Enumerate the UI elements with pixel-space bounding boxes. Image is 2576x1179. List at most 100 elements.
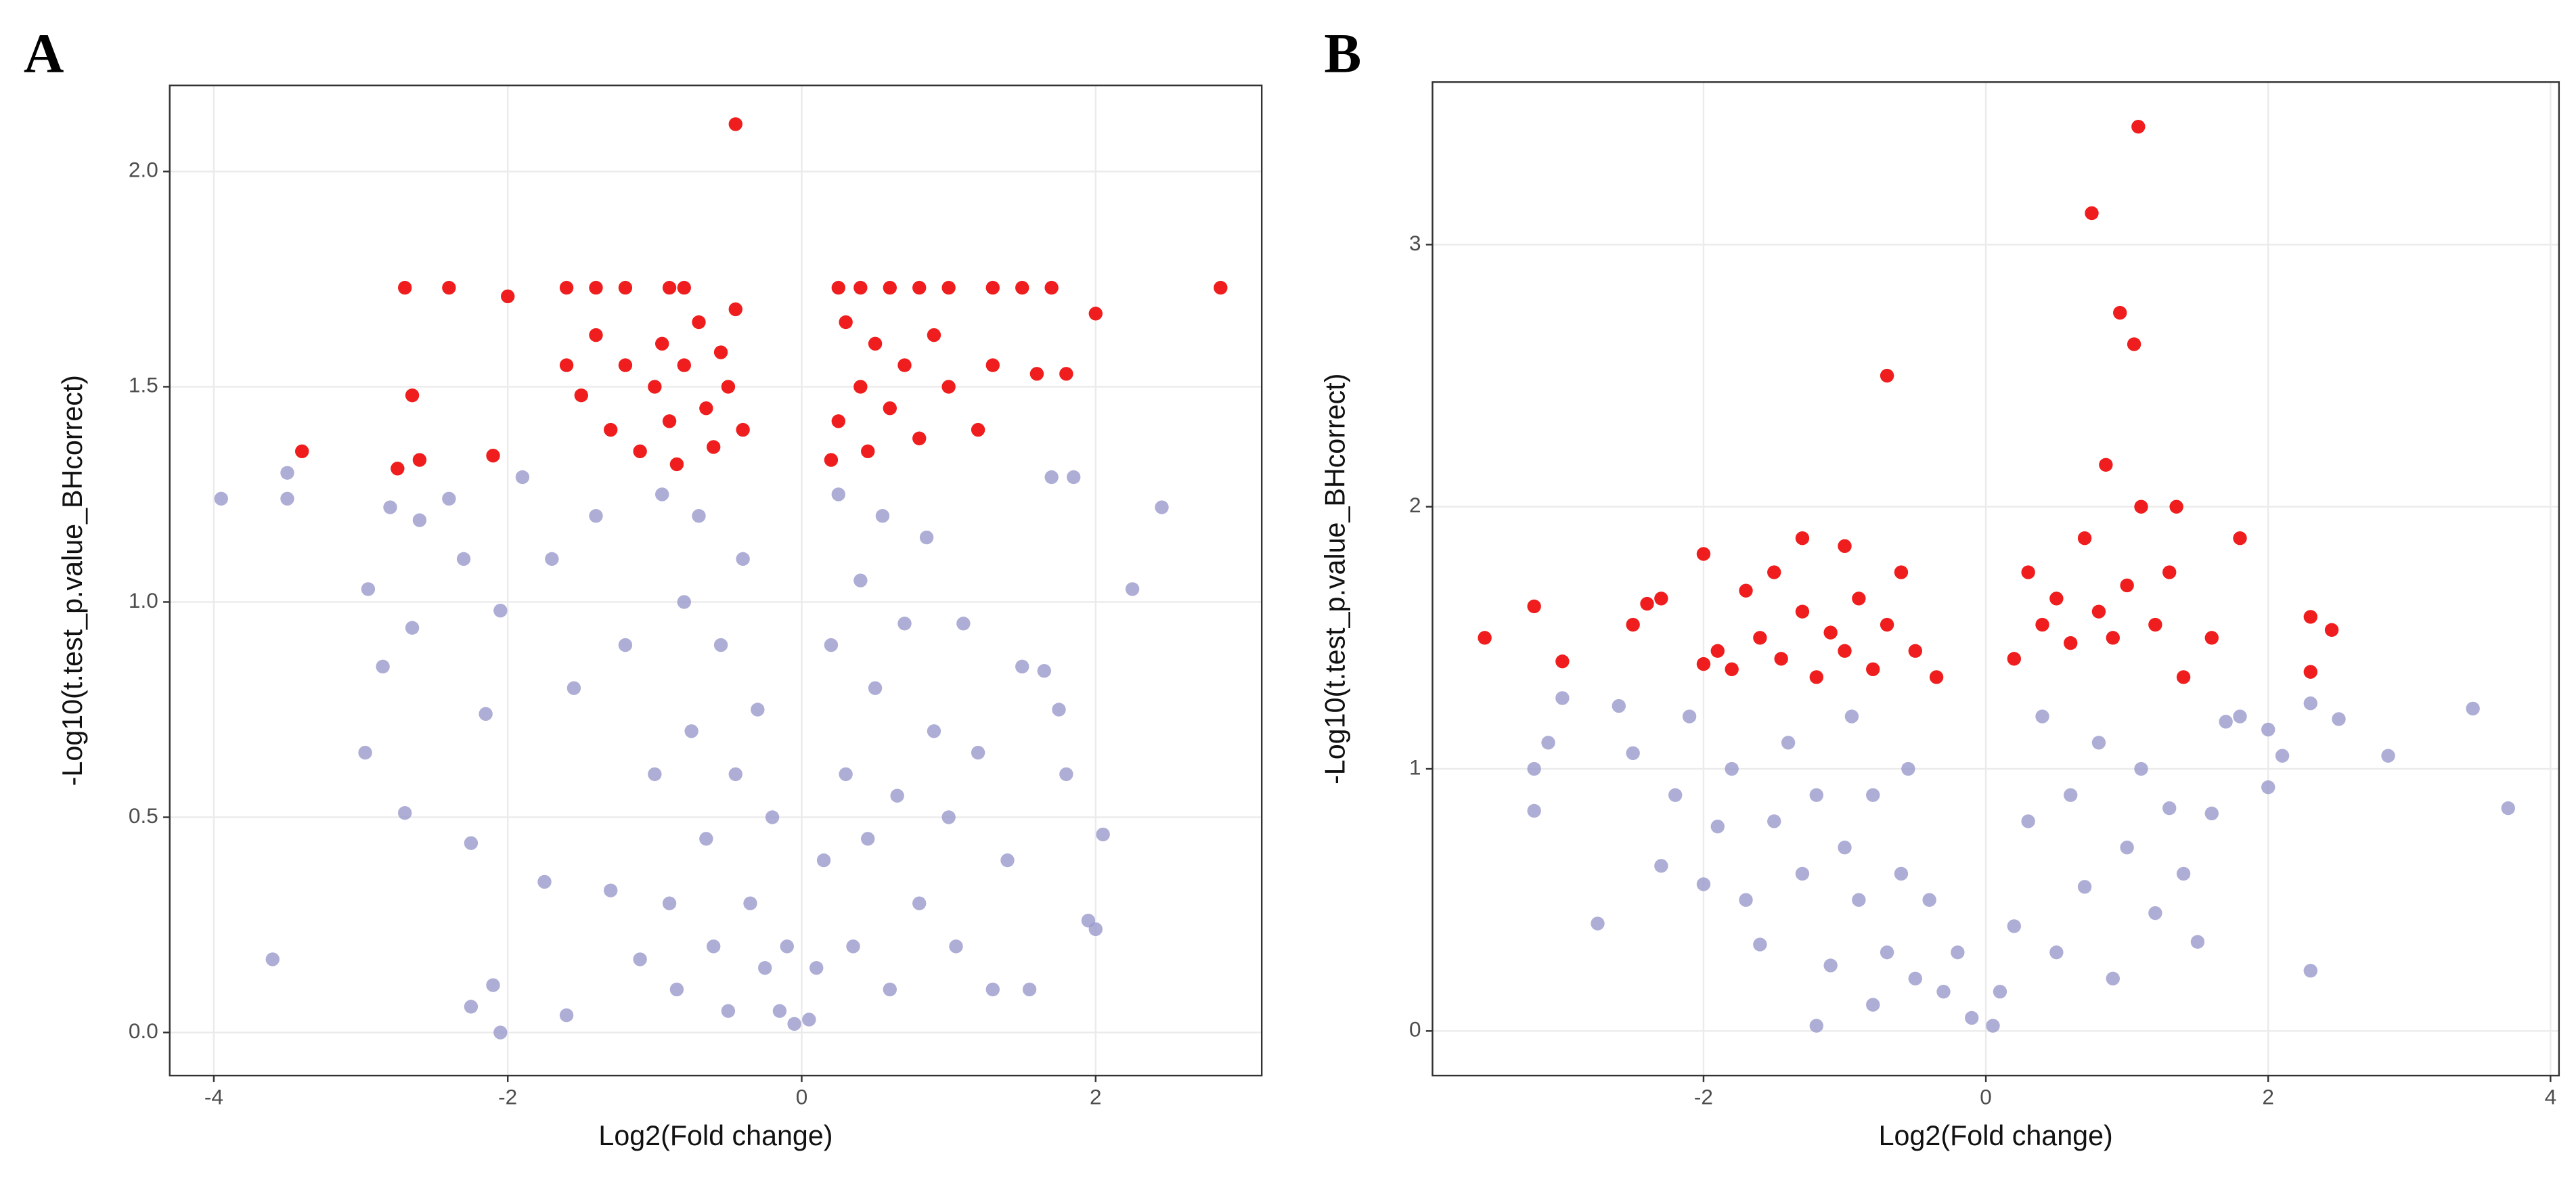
point [2049,945,2064,960]
point [1640,596,1654,611]
point [1739,583,1753,598]
point [537,874,552,889]
point [1696,877,1711,891]
point [707,440,721,454]
point [2169,499,2183,514]
point [2233,531,2247,546]
x-tick-label: 2 [1090,1084,1102,1109]
point [772,1004,787,1018]
point [1052,703,1066,717]
point [699,832,713,846]
point [941,380,956,394]
point [1852,893,1866,907]
point [2035,617,2049,632]
point [1866,662,1880,677]
point [684,724,698,738]
point [398,280,412,295]
point [1015,659,1029,674]
point [2190,935,2205,949]
point [919,530,934,545]
point [809,960,824,975]
point [692,315,706,330]
point [1059,367,1073,381]
point [2381,749,2395,763]
point [2120,578,2134,593]
point [2275,749,2290,763]
point [853,280,868,295]
point [1767,814,1781,828]
point [1993,985,2007,999]
point [391,462,405,476]
point [1753,937,1767,952]
point [464,1000,479,1014]
point [662,896,677,910]
point [1214,280,1228,295]
point [1125,582,1140,596]
point [883,401,897,416]
point [1668,788,1683,802]
point [677,280,691,295]
x-tick-label: 0 [1980,1084,1992,1109]
point [1908,971,1922,986]
point [2127,337,2141,351]
plot-area [1432,82,2559,1076]
point [1866,998,1880,1012]
point [1880,368,1894,383]
point [677,358,691,372]
point [985,280,1000,295]
point [883,280,897,295]
point [1936,985,1951,999]
point [890,788,904,803]
point [1000,853,1015,868]
point [2099,458,2113,472]
point [2134,761,2148,776]
point [1739,893,1753,907]
point [618,280,633,295]
point [295,444,309,459]
x-tick-label: 2 [2262,1084,2274,1109]
point [736,552,750,566]
point [2261,722,2275,737]
point [280,466,294,480]
point [1795,866,1810,881]
point [1880,945,1894,960]
point [1809,788,1823,802]
point [1015,280,1029,295]
point [2501,801,2515,816]
point [589,509,603,523]
x-tick-label: 0 [796,1084,808,1109]
point [2077,880,2092,894]
point [662,280,677,295]
point [853,380,868,394]
point [2162,565,2177,579]
point [442,280,456,295]
point [1527,803,1541,818]
point [699,401,713,416]
point [648,767,662,782]
point [604,883,618,897]
point [1696,547,1711,561]
point [2204,806,2219,821]
point [1965,1010,1979,1025]
point [2303,610,2317,624]
point [1852,592,1866,606]
point [949,939,963,954]
point [751,703,765,717]
points [1478,119,2515,1033]
plot-frame [169,84,1263,1077]
point [1555,654,1570,669]
point [692,509,706,523]
point [1067,470,1081,485]
point [1901,761,1915,776]
point [868,336,883,351]
point [442,491,456,506]
point [1088,922,1103,937]
point [1795,531,1810,546]
point [713,638,728,652]
point [655,487,669,502]
point [280,491,294,506]
point [358,745,372,760]
point [1696,657,1711,671]
point [1823,625,1838,640]
